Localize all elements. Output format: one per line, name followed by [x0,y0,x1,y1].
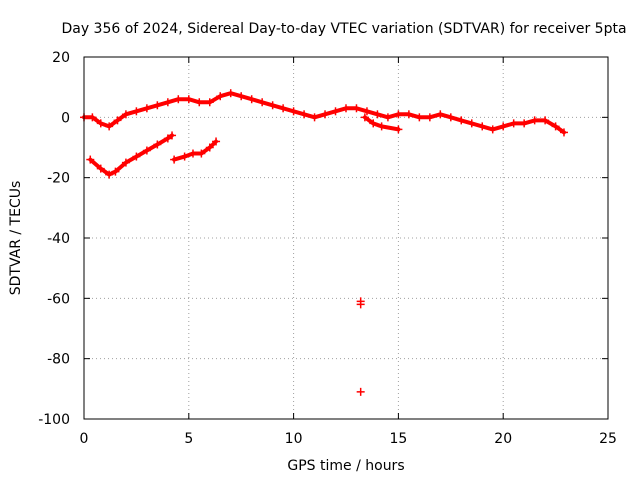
data-point [360,113,369,122]
chart-title: Day 356 of 2024, Sidereal Day-to-day VTE… [61,21,626,37]
data-point [377,122,386,131]
x-tick-label: 10 [285,431,303,447]
data-point [373,110,382,119]
data-point [237,92,246,101]
x-tick-label: 0 [80,431,89,447]
data-point [113,116,122,125]
data-point [478,122,487,131]
data-point [247,95,256,104]
data-point [310,113,319,122]
x-axis-label: GPS time / hours [287,458,404,474]
y-tick-label: -100 [38,412,70,428]
data-point [142,104,151,113]
data-point [415,113,424,122]
data-point [170,155,179,164]
data-point [457,116,466,125]
data-point [530,116,539,125]
data-point [369,119,378,128]
data-point [180,152,189,161]
series-line [88,133,174,177]
data-point [96,164,105,173]
data-point [184,95,193,104]
data-point [352,104,361,113]
data-point [205,143,214,152]
data-point [404,110,413,119]
y-tick-label: 20 [52,50,70,66]
data-point [121,110,130,119]
data-point [394,110,403,119]
y-tick-label: -20 [47,171,70,187]
data-point [174,95,183,104]
data-point [105,122,114,131]
data-point [168,131,177,140]
series-line [362,115,401,132]
data-point [132,107,141,116]
series-upper-branch [360,113,403,134]
data-point [121,158,130,167]
data-point [446,113,455,122]
data-point [132,152,141,161]
x-tick-label: 25 [599,431,617,447]
data-point [142,146,151,155]
x-tick-label: 5 [184,431,193,447]
data-point [216,92,225,101]
data-points [80,89,568,396]
data-point [356,387,365,396]
series-main-track [80,89,568,137]
y-tick-label: -60 [47,291,70,307]
data-point [279,104,288,113]
data-point [551,122,560,131]
data-point [499,122,508,131]
data-point [394,125,403,134]
data-point [436,110,445,119]
data-point [488,125,497,134]
data-point [541,116,550,125]
y-tick-label: 0 [61,110,70,126]
data-point [362,107,371,116]
y-tick-label: -40 [47,231,70,247]
data-point [197,149,206,158]
data-point [331,107,340,116]
data-point [289,107,298,116]
data-point [96,119,105,128]
plot-frame [83,56,609,420]
data-point [321,110,330,119]
data-point [342,104,350,113]
data-point [383,113,392,122]
data-point [205,98,214,107]
data-point [195,98,204,107]
data-point [153,140,162,149]
data-point [356,300,365,309]
data-point [425,113,434,122]
data-point [163,134,172,143]
data-point [300,110,309,119]
data-point [188,149,197,158]
data-point [467,119,476,128]
data-point [88,113,97,122]
series-lower-track-1 [86,131,177,179]
data-point [163,98,172,107]
x-tick-label: 15 [389,431,407,447]
y-axis-label: SDTVAR / TECUs [8,181,24,296]
data-point [509,119,518,128]
series-outliers [356,297,365,396]
series-lower-track-2 [170,137,221,164]
grid [84,57,608,419]
data-point [268,101,277,110]
data-point [226,89,235,98]
data-point [520,119,529,128]
data-point [258,98,267,107]
data-point [111,167,120,176]
axis-ticks: 0 5 10 15 20 25 20 0 -20 -40 -60 -80 -100 [38,50,617,447]
y-tick-label: -80 [47,352,70,368]
data-point [86,155,95,164]
data-point [559,128,568,137]
data-point [105,170,114,179]
data-point [153,101,162,110]
data-point [212,137,221,146]
x-tick-label: 20 [494,431,512,447]
